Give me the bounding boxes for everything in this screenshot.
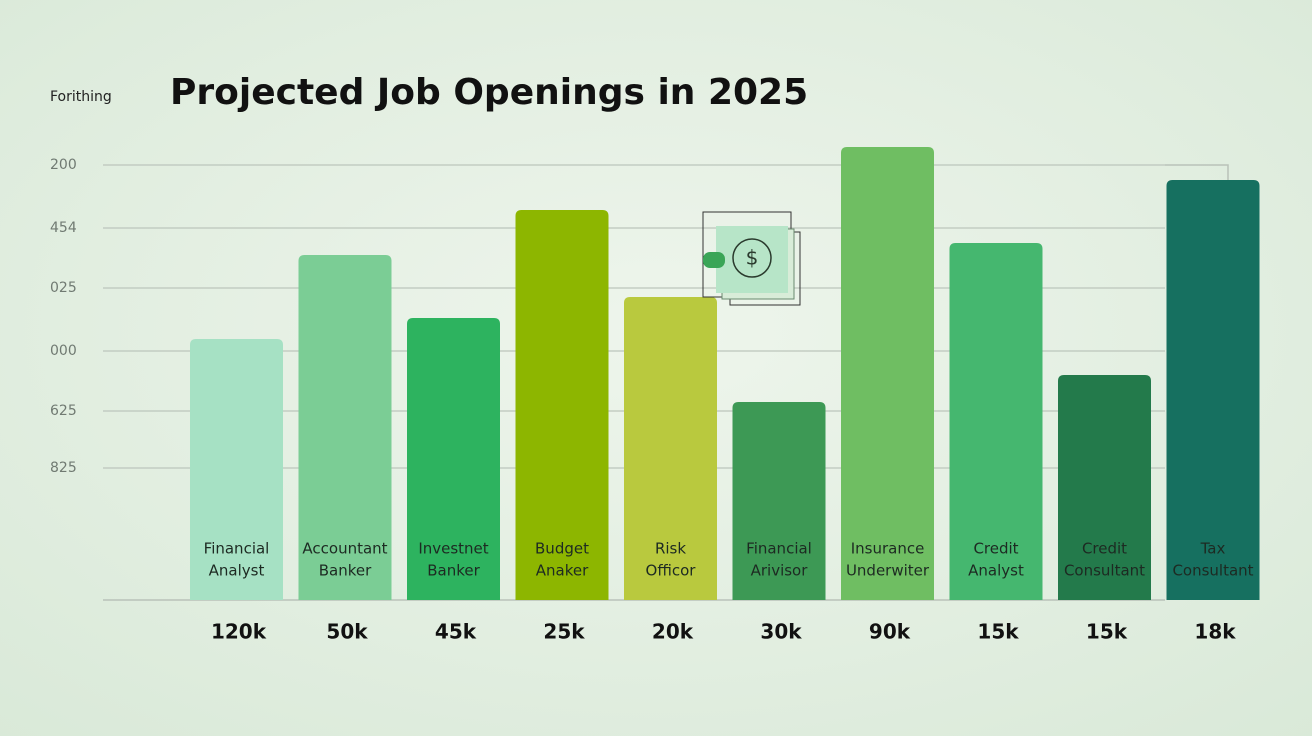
openings-label: 120k xyxy=(211,620,267,644)
x-tick-label: Investnet xyxy=(418,540,488,558)
x-tick-label: Arivisor xyxy=(751,562,809,580)
bar xyxy=(515,210,609,600)
bar xyxy=(949,243,1043,600)
y-tick-label: 200 xyxy=(50,157,77,173)
openings-label: 18k xyxy=(1194,620,1236,644)
bars: Financial Analyst 120k Accountant Banker 50k I… xyxy=(190,147,1260,644)
x-tick-label: Analyst xyxy=(968,562,1024,580)
x-tick-label: Tax xyxy=(1200,540,1226,558)
x-tick-label: Financial xyxy=(204,540,270,558)
y-tick-label: 025 xyxy=(50,280,77,296)
y-tick-label: 454 xyxy=(50,220,77,236)
x-tick-label: Underwiter xyxy=(846,562,930,580)
x-tick-label: Officor xyxy=(646,562,697,580)
openings-label: 30k xyxy=(760,620,802,644)
x-tick-label: Insurance xyxy=(851,540,925,558)
x-tick-label: Consultant xyxy=(1172,562,1253,580)
bar xyxy=(407,318,500,600)
x-tick-label: Banker xyxy=(427,562,480,580)
svg-text:$: $ xyxy=(746,246,759,270)
y-tick-label: 000 xyxy=(50,343,77,359)
bar xyxy=(732,402,826,600)
openings-label: 25k xyxy=(543,620,585,644)
openings-label: 50k xyxy=(326,620,368,644)
y-tick-label: 825 xyxy=(50,460,77,476)
x-tick-label: Analyst xyxy=(209,562,265,580)
bar xyxy=(1166,180,1260,600)
bar xyxy=(1058,375,1151,600)
x-tick-label: Credit xyxy=(973,540,1018,558)
chart-title: Projected Job Openings in 2025 xyxy=(170,72,808,113)
bar xyxy=(298,255,392,600)
x-tick-label: Banker xyxy=(319,562,372,580)
openings-label: 15k xyxy=(977,620,1019,644)
axis-corner xyxy=(1165,164,1229,180)
money-icon: $ xyxy=(702,211,801,306)
openings-label: 90k xyxy=(869,620,911,644)
x-tick-label: Financial xyxy=(746,540,812,558)
bar xyxy=(190,339,283,600)
x-tick-label: Credit xyxy=(1082,540,1127,558)
x-tick-label: Consultant xyxy=(1064,562,1145,580)
x-tick-label: Risk xyxy=(655,540,686,558)
y-tick-label: 625 xyxy=(50,403,77,419)
x-tick-label: Anaker xyxy=(536,562,589,580)
side-label: Forithing xyxy=(50,89,112,105)
x-tick-label: Accountant xyxy=(302,540,387,558)
x-tick-label: Budget xyxy=(535,540,589,558)
openings-label: 20k xyxy=(652,620,694,644)
openings-label: 45k xyxy=(435,620,477,644)
bar xyxy=(841,147,934,600)
bar xyxy=(624,297,717,600)
openings-label: 15k xyxy=(1086,620,1128,644)
